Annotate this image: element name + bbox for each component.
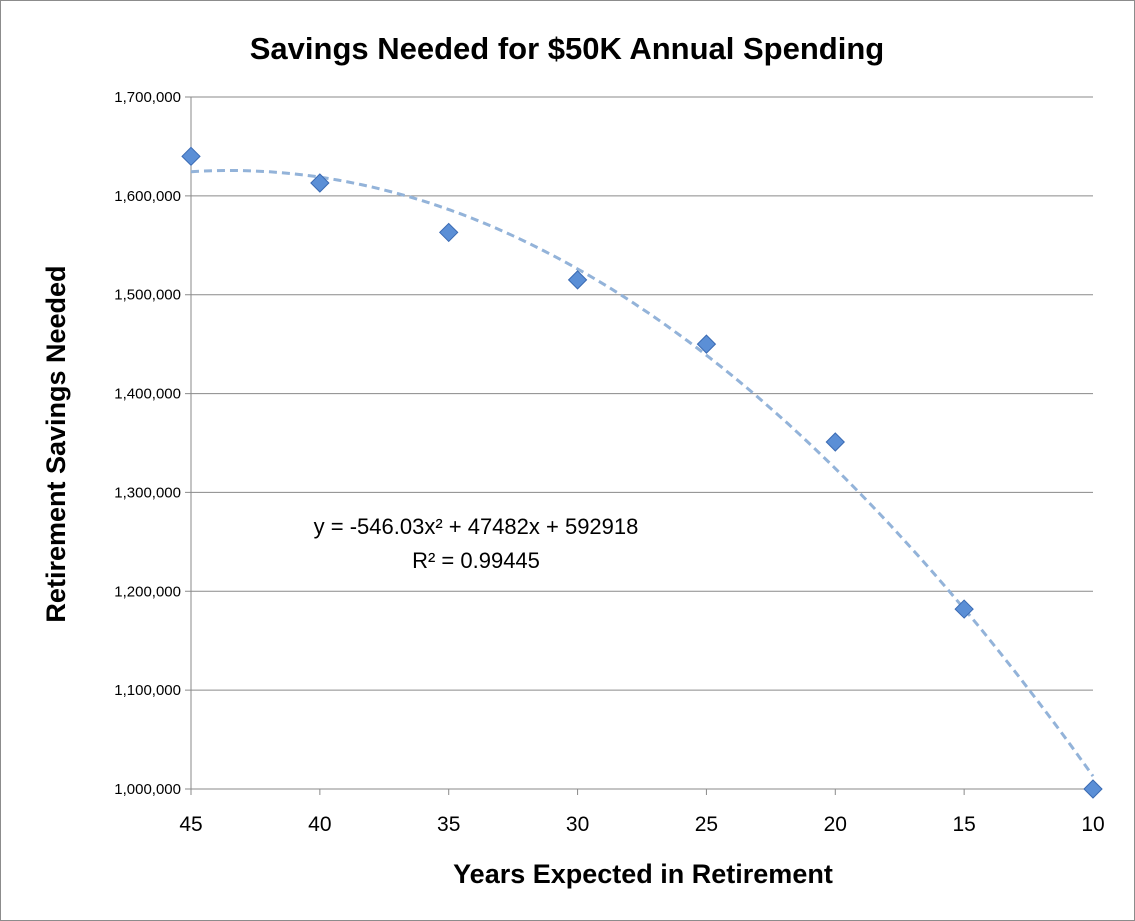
data-point-diamond (439, 222, 459, 243)
x-tick-label: 30 (566, 813, 589, 836)
y-tick-label: 1,200,000 (114, 583, 181, 600)
y-tick-label: 1,000,000 (114, 781, 181, 798)
gridlines (185, 96, 1094, 795)
data-points (181, 146, 1103, 799)
trendline-layer (190, 169, 1095, 777)
y-tick-labels: 1,000,000 1,100,000 1,200,000 1,300,000 1,40… (114, 89, 181, 798)
x-tick-label: 40 (308, 813, 331, 836)
y-tick-label: 1,300,000 (114, 484, 181, 501)
data-point-diamond (181, 146, 201, 167)
x-tick-label: 15 (952, 813, 975, 836)
data-point-diamond (825, 432, 845, 452)
y-tick-label: 1,500,000 (114, 287, 181, 304)
y-tick-label: 1,400,000 (114, 386, 181, 403)
x-tick-label: 35 (437, 813, 460, 836)
data-point-diamond (954, 599, 974, 619)
x-tick-label: 20 (824, 813, 847, 836)
y-tick-label: 1,600,000 (114, 188, 181, 205)
data-point-diamond (567, 270, 588, 290)
x-tick-label: 45 (179, 813, 202, 836)
data-point-diamond (1083, 779, 1103, 799)
trendline-equation: y = -546.03x² + 47482x + 592918 (314, 514, 639, 539)
y-tick-label: 1,100,000 (114, 682, 181, 699)
polynomial-trendline (190, 169, 1095, 777)
x-tick-label: 10 (1081, 813, 1104, 836)
trendline-r-squared: R² = 0.99445 (412, 548, 540, 573)
data-point-diamond (310, 173, 330, 193)
y-axis-title: Retirement Savings Needed (41, 265, 71, 622)
x-axis-title: Years Expected in Retirement (453, 859, 833, 889)
y-tick-label: 1,700,000 (114, 89, 181, 106)
chart-title: Savings Needed for $50K Annual Spending (250, 31, 884, 66)
x-tick-labels: 45 40 35 30 25 20 15 10 (179, 813, 1104, 836)
data-point-diamond (696, 334, 717, 354)
x-tick-label: 25 (695, 813, 718, 836)
